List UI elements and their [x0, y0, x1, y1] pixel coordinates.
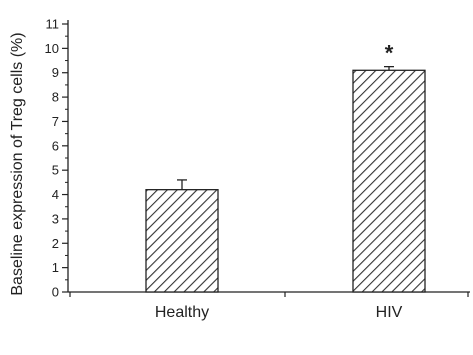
y-tick-label: 11 [46, 17, 60, 32]
y-tick-label: 7 [52, 114, 59, 129]
bar-healthy [145, 189, 219, 293]
y-tick-label: 6 [52, 138, 59, 153]
y-tick-label: 5 [52, 163, 59, 178]
significance-marker: * [385, 41, 394, 66]
y-tick-label: 3 [52, 211, 59, 226]
x-tick-label-hiv: HIV [376, 304, 403, 321]
y-tick-label: 10 [45, 41, 59, 56]
y-tick-label: 1 [52, 260, 59, 275]
y-tick-label: 8 [52, 90, 59, 105]
y-tick-label: 4 [52, 187, 59, 202]
y-tick-label: 2 [52, 236, 59, 251]
y-axis-label: Baseline expression of Treg cells (%) [9, 32, 26, 295]
y-tick-label: 0 [52, 285, 59, 300]
bar-hiv [352, 69, 426, 293]
y-tick-label: 9 [52, 65, 59, 80]
x-tick-label-healthy: Healthy [155, 304, 209, 321]
